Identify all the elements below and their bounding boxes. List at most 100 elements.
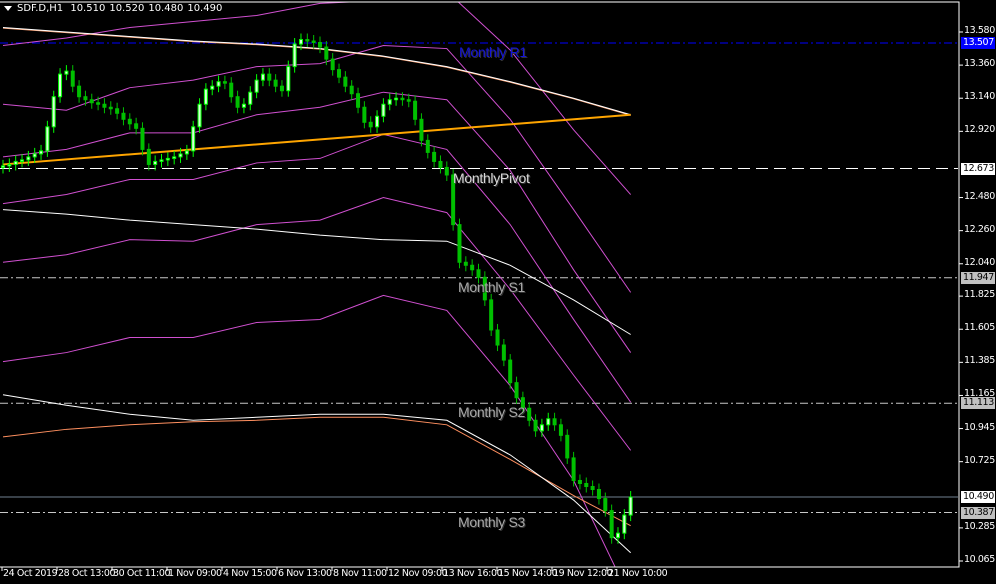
candle-body bbox=[140, 127, 145, 150]
candle-body bbox=[501, 344, 506, 361]
low-value: 10.480 bbox=[148, 3, 184, 14]
candle-body bbox=[108, 106, 113, 110]
candle-body bbox=[362, 106, 367, 123]
orange-trendline bbox=[2, 113, 631, 166]
candle-body bbox=[102, 103, 107, 108]
candle-body bbox=[514, 382, 519, 399]
magenta-band-5 bbox=[2, 294, 616, 567]
candle-body bbox=[45, 126, 50, 152]
candle-body bbox=[457, 224, 462, 263]
candle-body bbox=[577, 479, 582, 484]
candle-body bbox=[146, 148, 151, 165]
x-tick-label: 13 Nov 16:00 bbox=[443, 568, 503, 579]
y-tick-label: 11.825 bbox=[964, 289, 995, 301]
price-label-3: 11.113 bbox=[961, 397, 995, 410]
candle-body bbox=[248, 91, 253, 105]
candle-body bbox=[241, 103, 246, 108]
candle-body bbox=[400, 97, 405, 101]
candle-body bbox=[375, 115, 380, 128]
white-ma-middle bbox=[2, 209, 631, 335]
candle-body bbox=[20, 159, 25, 162]
dropdown-triangle-icon[interactable] bbox=[4, 5, 12, 11]
y-tick-label: 13.140 bbox=[964, 91, 995, 103]
candle-body bbox=[609, 510, 614, 539]
candle-body bbox=[222, 81, 227, 84]
candle-body bbox=[184, 150, 189, 155]
candle-body bbox=[571, 457, 576, 481]
y-tick-label: 12.040 bbox=[964, 256, 995, 268]
candle-body bbox=[216, 81, 221, 87]
chart-frame bbox=[0, 1, 960, 568]
candle-body bbox=[603, 498, 608, 512]
plot-area bbox=[0, 2, 958, 567]
candle-body bbox=[13, 160, 18, 165]
level-label-0: Monthly R1 bbox=[459, 43, 527, 60]
candle-body bbox=[615, 532, 620, 539]
magenta-band-2 bbox=[2, 91, 632, 353]
y-tick-label: 13.360 bbox=[964, 58, 995, 70]
candle-body bbox=[235, 96, 240, 108]
candle-body bbox=[229, 82, 234, 98]
candle-body bbox=[527, 407, 532, 421]
candle-body bbox=[337, 69, 342, 78]
candle-body bbox=[267, 73, 272, 81]
candle-body bbox=[165, 157, 170, 161]
candle-body bbox=[286, 66, 291, 92]
candle-body bbox=[558, 424, 563, 436]
candle-body bbox=[121, 112, 126, 120]
candle-body bbox=[51, 96, 56, 128]
x-tick-label: 24 Oct 2019 bbox=[3, 568, 58, 579]
candle-body bbox=[520, 397, 525, 409]
y-tick-label: 12.480 bbox=[964, 190, 995, 202]
x-tick-label: 28 Oct 13:00 bbox=[58, 568, 116, 579]
candle-body bbox=[172, 156, 177, 159]
candle-body bbox=[134, 123, 139, 129]
candle-body bbox=[318, 42, 322, 48]
candle-body bbox=[298, 39, 303, 45]
candle-body bbox=[425, 139, 430, 153]
candle-body bbox=[381, 103, 386, 117]
candle-body bbox=[305, 39, 310, 42]
level-label-1: MonthlyPivot bbox=[453, 169, 530, 186]
candle-body bbox=[273, 79, 278, 87]
price-label-1: 12.673 bbox=[961, 162, 995, 175]
candle-body bbox=[292, 43, 297, 68]
candle-body bbox=[115, 108, 120, 114]
candle-body bbox=[438, 160, 443, 168]
x-tick-label: 30 Oct 11:00 bbox=[113, 568, 171, 579]
candle-body bbox=[628, 496, 633, 516]
candle-body bbox=[210, 85, 215, 90]
y-tick-label: 13.580 bbox=[964, 25, 995, 36]
candle-body bbox=[444, 166, 449, 176]
level-label-4: Monthly S3 bbox=[458, 513, 526, 530]
candle-body bbox=[254, 79, 259, 93]
candle-body bbox=[622, 514, 627, 534]
candle-body bbox=[203, 88, 208, 105]
chart-header: SDF.D,H1 10.510 10.520 10.480 10.490 bbox=[4, 3, 226, 14]
candle-body bbox=[546, 418, 551, 426]
x-tick-label: 1 Nov 09:00 bbox=[168, 568, 222, 579]
candle-body bbox=[7, 163, 12, 167]
magenta-band-0 bbox=[2, 2, 632, 195]
candle-body bbox=[191, 126, 196, 152]
magenta-band-3 bbox=[2, 133, 632, 403]
candle-body bbox=[32, 153, 37, 158]
open-value: 10.510 bbox=[70, 3, 106, 14]
candle-body bbox=[58, 73, 63, 98]
candle-body bbox=[83, 96, 88, 101]
candle-body bbox=[197, 103, 202, 128]
y-tick-label: 10.065 bbox=[964, 554, 995, 565]
candle-body bbox=[413, 100, 418, 120]
candle-body bbox=[552, 418, 557, 426]
candle-body bbox=[463, 261, 468, 266]
candle-body bbox=[1, 165, 5, 168]
candle-body bbox=[89, 99, 94, 104]
candle-body bbox=[153, 160, 158, 165]
y-tick-label: 10.945 bbox=[964, 421, 995, 433]
current-price-label: 10.490 bbox=[961, 491, 995, 504]
candle-body bbox=[64, 70, 69, 75]
candle-body bbox=[77, 85, 82, 98]
y-tick-label: 12.260 bbox=[964, 223, 995, 235]
y-tick-label: 10.285 bbox=[964, 520, 995, 532]
